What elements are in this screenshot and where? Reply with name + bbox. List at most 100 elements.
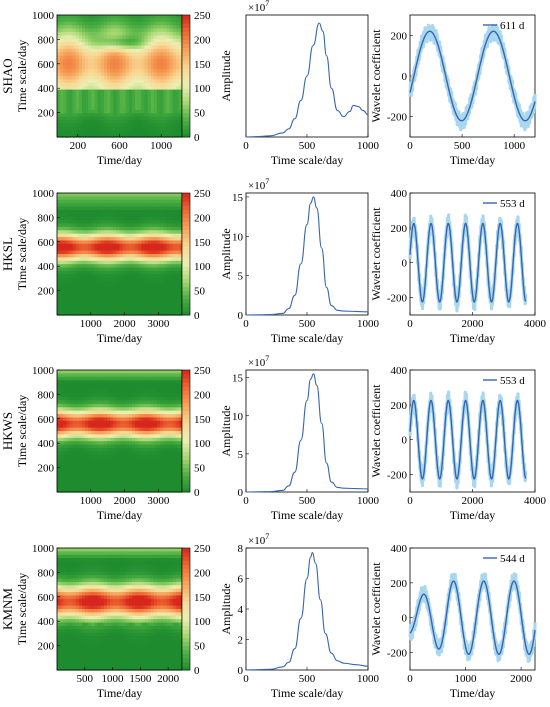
- heatmap-cell: [160, 89, 164, 94]
- heatmap-cell: [141, 417, 146, 422]
- heatmap-cell: [178, 199, 183, 204]
- heatmap-cell: [100, 240, 105, 245]
- heatmap-cell: [178, 240, 183, 245]
- heatmap-cell: [144, 437, 149, 442]
- heatmap-cell: [88, 373, 92, 378]
- heatmap-cell: [119, 447, 124, 452]
- heatmap-cell: [60, 52, 64, 57]
- heatmap-cell: [125, 72, 130, 77]
- heatmap-cell: [107, 380, 111, 385]
- heatmap-cell: [138, 400, 142, 405]
- heatmap-cell: [150, 427, 155, 432]
- heatmap-cell: [166, 59, 171, 64]
- heatmap-cell: [141, 308, 146, 313]
- heatmap-cell: [82, 267, 86, 272]
- x-tick-label: 1000: [80, 495, 103, 507]
- heatmap-cell: [107, 298, 111, 303]
- heatmap-cell: [78, 86, 83, 91]
- heatmap-cell: [166, 250, 171, 255]
- heatmap-cell: [66, 410, 71, 415]
- heatmap-cell: [113, 410, 117, 415]
- heatmap-cell: [94, 79, 99, 84]
- heatmap-cell: [97, 55, 102, 60]
- heatmap-cell: [63, 294, 67, 299]
- heatmap-cell: [144, 113, 149, 118]
- heatmap-cell: [97, 291, 102, 296]
- heatmap-cell: [82, 592, 86, 597]
- heatmap-cell: [91, 298, 96, 303]
- heatmap-cell: [69, 397, 74, 402]
- heatmap-cell: [128, 113, 133, 118]
- heatmap-cell: [110, 193, 114, 197]
- heatmap-cell: [166, 206, 171, 211]
- colorbar-cell: [182, 209, 190, 214]
- heatmap-cell: [78, 461, 83, 466]
- heatmap-cell: [60, 478, 64, 483]
- heatmap-cell: [135, 281, 139, 286]
- heatmap-cell: [116, 233, 121, 238]
- heatmap-cell: [163, 451, 167, 456]
- heatmap-cell: [103, 458, 108, 463]
- heatmap-cell: [175, 109, 180, 114]
- heatmap-cell: [60, 471, 64, 476]
- heatmap-cell: [163, 92, 167, 97]
- heatmap-cell: [69, 437, 74, 442]
- heatmap-cell: [82, 301, 86, 306]
- heatmap-cell: [160, 38, 164, 43]
- heatmap-cell: [163, 69, 167, 74]
- heatmap-cell: [60, 592, 64, 597]
- heatmap-cell: [166, 475, 171, 480]
- heatmap-cell: [85, 380, 89, 385]
- heatmap-cell: [100, 123, 105, 128]
- heatmap-cell: [57, 370, 61, 374]
- heatmap-cell: [66, 254, 71, 258]
- heatmap-cell: [144, 38, 149, 43]
- heatmap-cell: [72, 615, 77, 620]
- heatmap-cell: [69, 551, 74, 556]
- heatmap-cell: [169, 42, 174, 47]
- heatmap-cell: [82, 464, 86, 469]
- heatmap-cell: [175, 444, 180, 449]
- heatmap-cell: [169, 203, 174, 208]
- heatmap-cell: [69, 203, 74, 208]
- heatmap-cell: [75, 62, 80, 67]
- heatmap-cell: [66, 243, 71, 248]
- heatmap-cell: [153, 294, 158, 299]
- heatmap-cell: [72, 267, 77, 272]
- heatmap-cell: [100, 21, 105, 26]
- heatmap-cell: [85, 133, 89, 138]
- heatmap-cell: [138, 42, 142, 47]
- heatmap-cell: [69, 38, 74, 43]
- colorbar-cell: [182, 306, 190, 312]
- heatmap-cell: [97, 301, 102, 306]
- heatmap-cell: [60, 386, 64, 391]
- heatmap-cell: [122, 264, 127, 269]
- heatmap-cell: [103, 437, 108, 442]
- heatmap-cell: [63, 69, 67, 74]
- heatmap-cell: [172, 277, 177, 282]
- heatmap-cell: [144, 206, 149, 211]
- heatmap-cell: [107, 233, 111, 238]
- heatmap-cell: [63, 203, 67, 208]
- y-axis-label: Time scale/day: [15, 40, 29, 113]
- heatmap-cell: [122, 79, 127, 84]
- heatmap-cell: [135, 15, 139, 19]
- heatmap-cell: [113, 458, 117, 463]
- heatmap-cell: [163, 230, 167, 235]
- heatmap-cell: [107, 383, 111, 388]
- heatmap-cell: [72, 373, 77, 378]
- heatmap-cell: [94, 96, 99, 101]
- heatmap-cell: [85, 18, 89, 23]
- heatmap-cell: [141, 485, 146, 490]
- heatmap-cell: [147, 62, 152, 67]
- heatmap-cell: [175, 311, 180, 316]
- heatmap-cell: [132, 393, 136, 398]
- heatmap-cell: [82, 659, 86, 664]
- heatmap-cell: [63, 386, 67, 391]
- heatmap-cell: [160, 206, 164, 211]
- heatmap-cell: [103, 42, 108, 47]
- heatmap-cell: [78, 427, 83, 432]
- heatmap-cell: [63, 59, 67, 64]
- heatmap-cell: [75, 407, 80, 412]
- y-tick-label: 15: [232, 373, 244, 385]
